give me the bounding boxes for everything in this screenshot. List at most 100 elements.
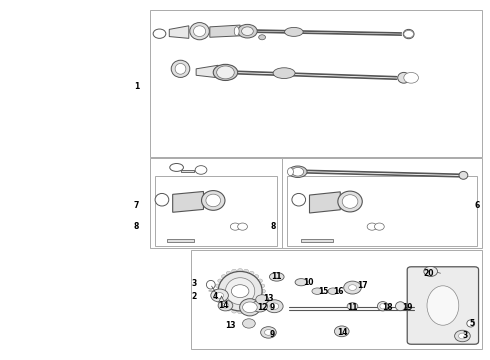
Circle shape <box>459 333 466 339</box>
Circle shape <box>270 303 279 310</box>
Circle shape <box>260 284 265 288</box>
Circle shape <box>249 307 254 311</box>
Polygon shape <box>210 25 240 37</box>
Polygon shape <box>301 239 333 242</box>
Circle shape <box>238 223 247 230</box>
Circle shape <box>216 295 220 298</box>
Circle shape <box>424 266 438 276</box>
Bar <box>282 158 482 248</box>
Ellipse shape <box>377 302 388 311</box>
Bar <box>287 176 477 246</box>
Circle shape <box>243 319 255 328</box>
Circle shape <box>218 300 222 303</box>
Ellipse shape <box>240 299 260 316</box>
Text: 10: 10 <box>303 278 314 287</box>
Circle shape <box>238 269 243 272</box>
Circle shape <box>455 330 470 342</box>
Ellipse shape <box>342 195 358 208</box>
Ellipse shape <box>459 171 468 179</box>
Circle shape <box>404 31 414 38</box>
Polygon shape <box>169 26 189 39</box>
Circle shape <box>221 275 226 278</box>
Circle shape <box>259 35 266 40</box>
Ellipse shape <box>170 163 183 171</box>
Circle shape <box>260 295 265 298</box>
Text: 3: 3 <box>191 279 196 288</box>
Text: 8: 8 <box>134 222 139 231</box>
Text: 13: 13 <box>225 321 236 330</box>
Circle shape <box>244 269 248 273</box>
Text: 14: 14 <box>338 328 348 337</box>
Ellipse shape <box>398 72 410 83</box>
Circle shape <box>256 295 269 304</box>
Ellipse shape <box>194 26 206 37</box>
Ellipse shape <box>427 286 459 325</box>
FancyBboxPatch shape <box>407 267 479 344</box>
Circle shape <box>226 271 231 275</box>
Text: 9: 9 <box>269 303 274 312</box>
Bar <box>155 176 277 246</box>
Circle shape <box>348 285 356 291</box>
Text: 17: 17 <box>357 281 368 290</box>
Circle shape <box>343 281 361 294</box>
Circle shape <box>226 307 231 311</box>
Ellipse shape <box>338 191 362 212</box>
Circle shape <box>254 275 259 278</box>
Circle shape <box>218 300 233 311</box>
Circle shape <box>265 329 272 335</box>
Circle shape <box>404 72 418 83</box>
Text: 15: 15 <box>318 287 328 296</box>
Text: 5: 5 <box>469 319 475 328</box>
Ellipse shape <box>218 271 262 311</box>
Text: 6: 6 <box>474 201 480 210</box>
Ellipse shape <box>347 303 358 310</box>
Ellipse shape <box>190 23 209 40</box>
Text: 7: 7 <box>134 201 139 210</box>
Ellipse shape <box>175 63 186 74</box>
Text: 13: 13 <box>263 294 274 303</box>
Circle shape <box>252 301 268 312</box>
Text: 12: 12 <box>257 303 268 312</box>
Circle shape <box>258 279 263 283</box>
Circle shape <box>195 166 207 174</box>
Ellipse shape <box>201 190 225 210</box>
Circle shape <box>243 302 257 313</box>
Circle shape <box>249 271 254 275</box>
Text: 2: 2 <box>191 292 196 301</box>
Polygon shape <box>310 192 340 213</box>
Ellipse shape <box>467 320 475 327</box>
Text: 11: 11 <box>347 303 358 312</box>
Ellipse shape <box>395 302 405 311</box>
Circle shape <box>221 304 226 308</box>
Ellipse shape <box>234 27 239 36</box>
Text: 16: 16 <box>334 287 344 296</box>
Circle shape <box>230 223 240 230</box>
Circle shape <box>217 66 234 79</box>
Circle shape <box>266 300 283 313</box>
Text: 18: 18 <box>382 303 393 312</box>
Bar <box>150 10 482 157</box>
Ellipse shape <box>288 168 294 176</box>
Ellipse shape <box>380 303 386 309</box>
Ellipse shape <box>238 24 257 38</box>
Ellipse shape <box>171 60 190 77</box>
Ellipse shape <box>312 288 323 294</box>
Circle shape <box>334 326 349 337</box>
Ellipse shape <box>206 280 215 289</box>
Circle shape <box>367 223 377 230</box>
Circle shape <box>232 310 237 313</box>
Polygon shape <box>196 65 218 78</box>
Circle shape <box>216 284 220 288</box>
Circle shape <box>231 285 249 298</box>
Circle shape <box>238 310 243 314</box>
Text: 19: 19 <box>402 303 413 312</box>
Text: 20: 20 <box>423 269 434 278</box>
Text: 1: 1 <box>134 82 139 91</box>
Circle shape <box>254 304 259 308</box>
Bar <box>191 250 482 348</box>
Text: 11: 11 <box>271 272 282 281</box>
Ellipse shape <box>213 64 238 81</box>
Circle shape <box>211 289 228 302</box>
Circle shape <box>258 300 263 303</box>
Text: 9: 9 <box>269 330 274 339</box>
